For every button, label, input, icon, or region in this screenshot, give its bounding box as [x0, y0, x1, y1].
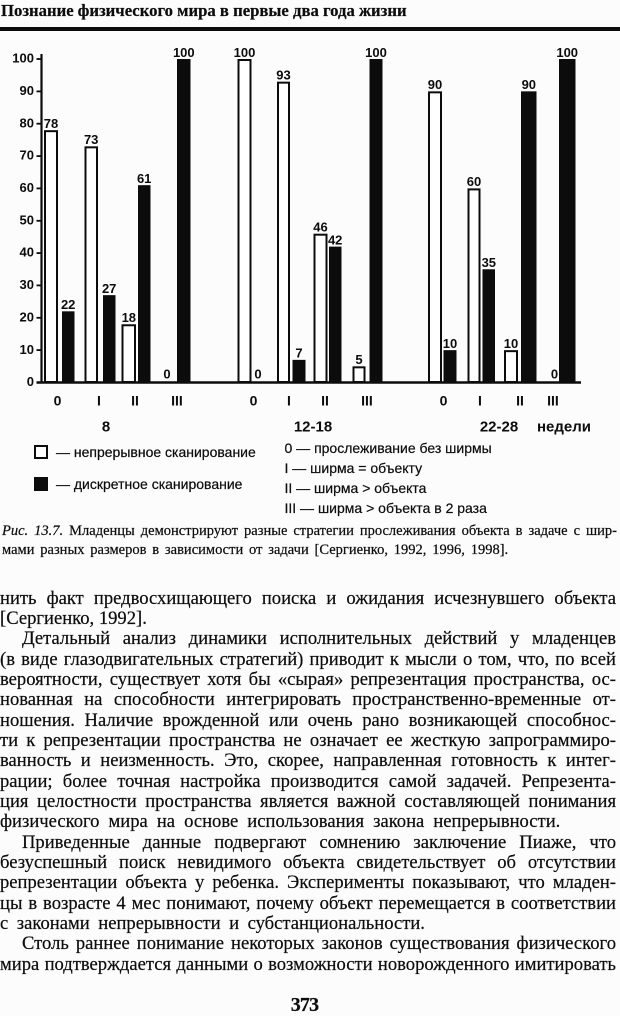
svg-text:10: 10 [504, 336, 518, 351]
svg-text:III: III [361, 393, 373, 409]
svg-text:0: 0 [440, 393, 448, 409]
svg-text:100: 100 [12, 51, 34, 66]
svg-text:II: II [321, 393, 329, 409]
svg-text:I: I [287, 393, 291, 409]
svg-text:22: 22 [61, 297, 75, 312]
svg-text:0: 0 [254, 367, 261, 382]
svg-text:40: 40 [20, 245, 34, 260]
svg-text:80: 80 [20, 115, 34, 130]
svg-text:II: II [516, 393, 524, 409]
svg-text:100: 100 [173, 45, 195, 60]
svg-text:8: 8 [102, 419, 110, 436]
svg-text:30: 30 [20, 277, 34, 292]
svg-text:70: 70 [20, 148, 34, 163]
svg-text:0: 0 [163, 367, 170, 382]
svg-text:7: 7 [295, 346, 302, 361]
svg-text:60: 60 [20, 180, 34, 195]
svg-text:93: 93 [276, 67, 290, 82]
svg-text:50: 50 [20, 212, 34, 227]
svg-text:0: 0 [250, 393, 258, 409]
svg-text:100: 100 [556, 45, 578, 60]
svg-text:III: III [547, 393, 559, 409]
svg-text:I: I [478, 393, 482, 409]
svg-text:100: 100 [365, 45, 387, 60]
svg-text:90: 90 [20, 83, 34, 98]
svg-text:90: 90 [428, 77, 442, 92]
svg-text:35: 35 [482, 255, 496, 270]
svg-text:I: I [97, 393, 101, 409]
svg-text:18: 18 [122, 310, 136, 325]
svg-text:73: 73 [84, 132, 98, 147]
svg-text:100: 100 [234, 45, 256, 60]
svg-text:0: 0 [27, 374, 34, 389]
svg-text:10: 10 [443, 336, 457, 351]
svg-text:0: 0 [54, 393, 62, 409]
svg-text:61: 61 [137, 171, 151, 186]
svg-text:III: III [171, 393, 183, 409]
svg-text:20: 20 [20, 309, 34, 324]
svg-text:90: 90 [522, 77, 536, 92]
svg-text:недели: недели [537, 419, 591, 436]
svg-text:46: 46 [313, 220, 327, 235]
svg-text:27: 27 [102, 281, 116, 296]
svg-text:12-18: 12-18 [294, 419, 332, 436]
svg-text:22-28: 22-28 [480, 419, 518, 436]
svg-text:10: 10 [20, 342, 34, 357]
svg-text:II: II [131, 393, 139, 409]
svg-text:42: 42 [328, 232, 342, 247]
svg-text:5: 5 [355, 352, 362, 367]
svg-text:0: 0 [551, 367, 558, 382]
svg-text:60: 60 [467, 174, 481, 189]
svg-text:78: 78 [44, 116, 58, 131]
